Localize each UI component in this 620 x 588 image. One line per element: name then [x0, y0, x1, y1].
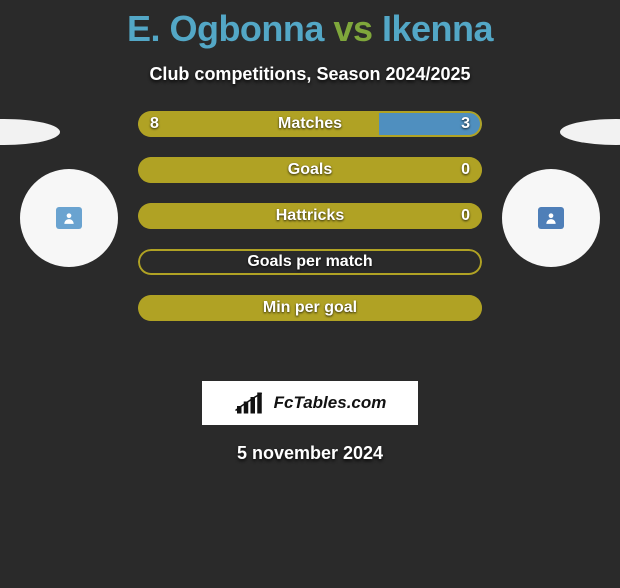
stat-bar: Goals0: [138, 157, 482, 183]
bar-label: Min per goal: [138, 295, 482, 321]
title-player-a: E. Ogbonna: [127, 8, 324, 49]
bars-container: Matches83Goals0Hattricks0Goals per match…: [138, 111, 482, 321]
stat-bar: Min per goal: [138, 295, 482, 321]
podium-right: [560, 119, 620, 145]
player-a-chip: [56, 207, 82, 229]
footer-brand: FcTables.com: [274, 393, 387, 413]
stat-bar: Matches8 3: [138, 111, 482, 137]
player-b-chip: [538, 207, 564, 229]
bar-value-right: 0: [461, 157, 470, 183]
bar-label: Goals: [138, 157, 482, 183]
bar-value-right: 3: [461, 111, 470, 137]
page-title: E. Ogbonna vs Ikenna: [0, 8, 620, 50]
person-icon: [544, 211, 558, 225]
podium-left: [0, 119, 60, 145]
footer-card: FcTables.com: [202, 381, 418, 425]
stat-bar: Goals per match: [138, 249, 482, 275]
bars-logo-icon: [234, 390, 270, 416]
stat-bar: Hattricks0: [138, 203, 482, 229]
title-vs: vs: [333, 8, 372, 49]
player-a-avatar: [20, 169, 118, 267]
player-b-avatar: [502, 169, 600, 267]
bar-value-right: 0: [461, 203, 470, 229]
bar-label: Goals per match: [138, 249, 482, 275]
bar-label: Matches: [138, 111, 482, 137]
title-player-b: Ikenna: [382, 8, 493, 49]
subtitle: Club competitions, Season 2024/2025: [0, 64, 620, 85]
bar-label: Hattricks: [138, 203, 482, 229]
footer-date: 5 november 2024: [0, 443, 620, 464]
person-icon: [62, 211, 76, 225]
comparison-arena: Matches83Goals0Hattricks0Goals per match…: [0, 123, 620, 343]
bar-value-left: 8: [150, 111, 159, 137]
